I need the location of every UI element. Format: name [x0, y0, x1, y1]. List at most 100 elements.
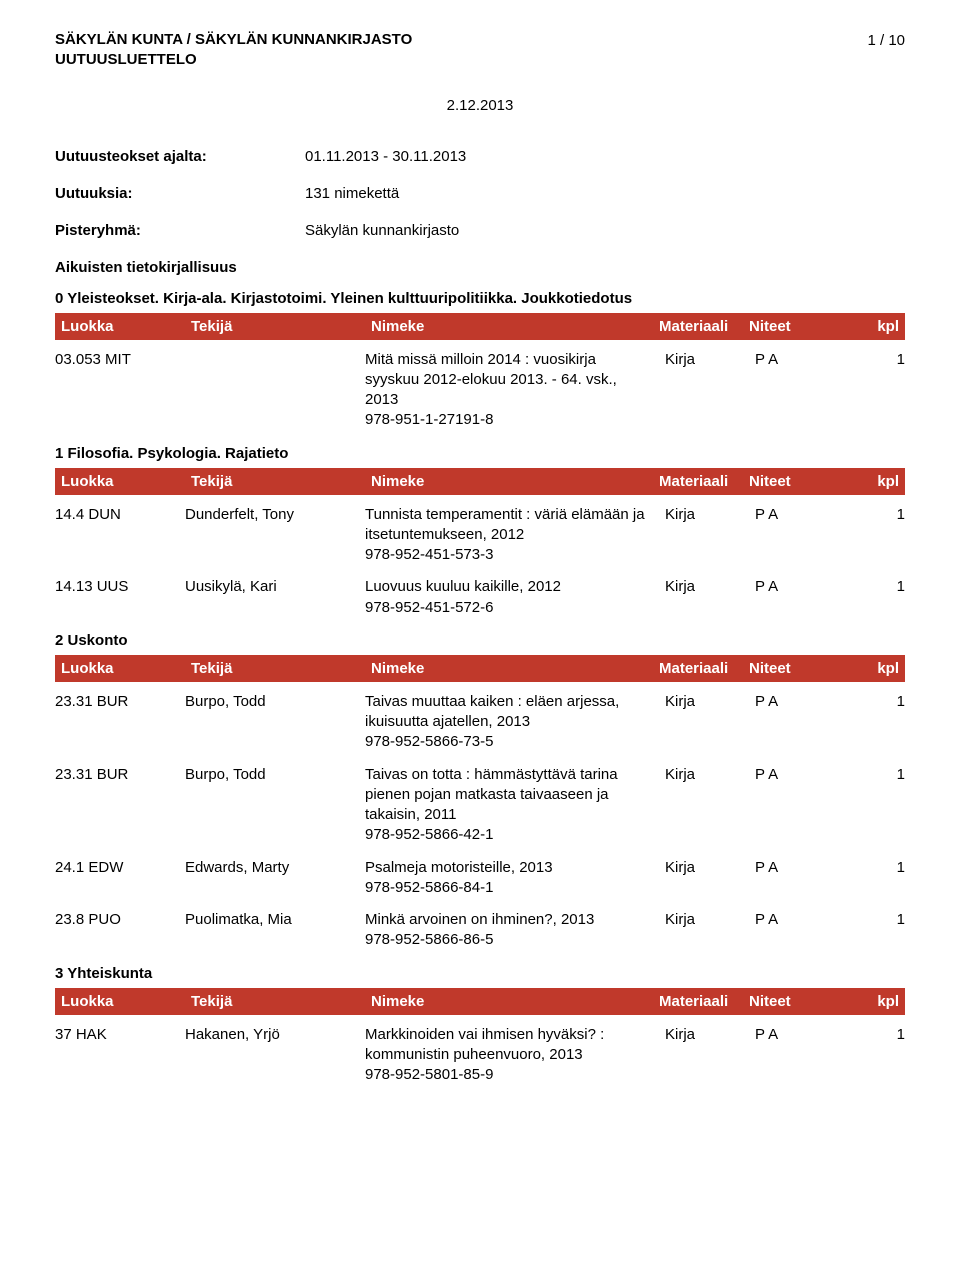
- org-line2: UUTUUSLUETTELO: [55, 50, 412, 70]
- group-subheading: 3 Yhteiskunta: [55, 965, 905, 982]
- entry-title: Tunnista temperamentit : väriä elämään j…: [365, 505, 665, 566]
- entry-class: 14.13 UUS: [55, 577, 185, 618]
- entry-qty: 1: [865, 577, 905, 618]
- entry-class: 23.31 BUR: [55, 692, 185, 753]
- entry-qty: 1: [865, 1025, 905, 1086]
- meta-val: 131 nimekettä: [305, 185, 905, 202]
- meta-key: Pisteryhmä:: [55, 222, 305, 239]
- entry-author: [185, 350, 365, 431]
- entry-material: Kirja: [665, 765, 755, 846]
- entry-row: 23.8 PUO Puolimatka, Mia Minkä arvoinen …: [55, 910, 905, 951]
- group-subheading: 0 Yleisteokset. Kirja-ala. Kirjastotoimi…: [55, 290, 905, 307]
- entry-title: Mitä missä milloin 2014 : vuosikirja syy…: [365, 350, 665, 431]
- entry-row: 03.053 MIT Mitä missä milloin 2014 : vuo…: [55, 350, 905, 431]
- entry-material: Kirja: [665, 692, 755, 753]
- col-header-title: Nimeke: [371, 660, 659, 677]
- entry-qty: 1: [865, 765, 905, 846]
- col-header-title: Nimeke: [371, 473, 659, 490]
- entry-class: 23.31 BUR: [55, 765, 185, 846]
- entry-class: 23.8 PUO: [55, 910, 185, 951]
- entry-qty: 1: [865, 505, 905, 566]
- col-header-title: Nimeke: [371, 318, 659, 335]
- entry-author: Burpo, Todd: [185, 765, 365, 846]
- top-row: SÄKYLÄN KUNTA / SÄKYLÄN KUNNANKIRJASTO U…: [55, 30, 905, 71]
- entry-material: Kirja: [665, 910, 755, 951]
- column-header-bar: Luokka Tekijä Nimeke Materiaali Niteet k…: [55, 313, 905, 340]
- meta-row: Pisteryhmä: Säkylän kunnankirjasto: [55, 222, 905, 239]
- entry-shelf: P A: [755, 765, 865, 846]
- entry-row: 14.13 UUS Uusikylä, Kari Luovuus kuuluu …: [55, 577, 905, 618]
- group-subheading: 2 Uskonto: [55, 632, 905, 649]
- section-title: Aikuisten tietokirjallisuus: [55, 259, 905, 276]
- entry-row: 23.31 BUR Burpo, Todd Taivas muuttaa kai…: [55, 692, 905, 753]
- entry-qty: 1: [865, 858, 905, 899]
- entry-material: Kirja: [665, 505, 755, 566]
- col-header-title: Nimeke: [371, 993, 659, 1010]
- col-header-qty: kpl: [859, 993, 899, 1010]
- entry-author: Burpo, Todd: [185, 692, 365, 753]
- page: SÄKYLÄN KUNTA / SÄKYLÄN KUNNANKIRJASTO U…: [0, 0, 960, 1281]
- entry-author: Uusikylä, Kari: [185, 577, 365, 618]
- entry-author: Dunderfelt, Tony: [185, 505, 365, 566]
- entry-row: 14.4 DUN Dunderfelt, Tony Tunnista tempe…: [55, 505, 905, 566]
- col-header-author: Tekijä: [191, 660, 371, 677]
- col-header-material: Materiaali: [659, 473, 749, 490]
- col-header-class: Luokka: [61, 660, 191, 677]
- entry-shelf: P A: [755, 1025, 865, 1086]
- col-header-shelf: Niteet: [749, 473, 859, 490]
- col-header-material: Materiaali: [659, 993, 749, 1010]
- entry-title: Psalmeja motoristeille, 2013978-952-5866…: [365, 858, 665, 899]
- entry-class: 14.4 DUN: [55, 505, 185, 566]
- col-header-material: Materiaali: [659, 318, 749, 335]
- meta-row: Uutuuksia: 131 nimekettä: [55, 185, 905, 202]
- entry-row: 23.31 BUR Burpo, Todd Taivas on totta : …: [55, 765, 905, 846]
- col-header-qty: kpl: [859, 660, 899, 677]
- entry-qty: 1: [865, 910, 905, 951]
- group-subheading: 1 Filosofia. Psykologia. Rajatieto: [55, 445, 905, 462]
- entry-class: 24.1 EDW: [55, 858, 185, 899]
- entry-material: Kirja: [665, 350, 755, 431]
- entry-author: Edwards, Marty: [185, 858, 365, 899]
- entry-shelf: P A: [755, 350, 865, 431]
- entry-author: Puolimatka, Mia: [185, 910, 365, 951]
- column-header-bar: Luokka Tekijä Nimeke Materiaali Niteet k…: [55, 468, 905, 495]
- org-block: SÄKYLÄN KUNTA / SÄKYLÄN KUNNANKIRJASTO U…: [55, 30, 412, 71]
- entry-title: Luovuus kuuluu kaikille, 2012978-952-451…: [365, 577, 665, 618]
- col-header-shelf: Niteet: [749, 660, 859, 677]
- entry-material: Kirja: [665, 1025, 755, 1086]
- entry-row: 37 HAK Hakanen, Yrjö Markkinoiden vai ih…: [55, 1025, 905, 1086]
- entry-shelf: P A: [755, 858, 865, 899]
- entry-row: 24.1 EDW Edwards, Marty Psalmeja motoris…: [55, 858, 905, 899]
- entry-class: 37 HAK: [55, 1025, 185, 1086]
- entry-shelf: P A: [755, 505, 865, 566]
- meta-key: Uutuusteokset ajalta:: [55, 148, 305, 165]
- entry-shelf: P A: [755, 577, 865, 618]
- col-header-author: Tekijä: [191, 473, 371, 490]
- col-header-qty: kpl: [859, 473, 899, 490]
- col-header-shelf: Niteet: [749, 318, 859, 335]
- entry-shelf: P A: [755, 692, 865, 753]
- meta-val: Säkylän kunnankirjasto: [305, 222, 905, 239]
- col-header-author: Tekijä: [191, 993, 371, 1010]
- entry-qty: 1: [865, 350, 905, 431]
- meta-val: 01.11.2013 - 30.11.2013: [305, 148, 905, 165]
- meta-row: Uutuusteokset ajalta: 01.11.2013 - 30.11…: [55, 148, 905, 165]
- col-header-class: Luokka: [61, 993, 191, 1010]
- entry-shelf: P A: [755, 910, 865, 951]
- entry-title: Minkä arvoinen on ihminen?, 2013978-952-…: [365, 910, 665, 951]
- entry-title: Markkinoiden vai ihmisen hyväksi? : komm…: [365, 1025, 665, 1086]
- column-header-bar: Luokka Tekijä Nimeke Materiaali Niteet k…: [55, 655, 905, 682]
- entry-class: 03.053 MIT: [55, 350, 185, 431]
- entry-qty: 1: [865, 692, 905, 753]
- col-header-shelf: Niteet: [749, 993, 859, 1010]
- col-header-class: Luokka: [61, 473, 191, 490]
- column-header-bar: Luokka Tekijä Nimeke Materiaali Niteet k…: [55, 988, 905, 1015]
- entry-material: Kirja: [665, 858, 755, 899]
- page-indicator: 1 / 10: [867, 30, 905, 49]
- entry-title: Taivas on totta : hämmästyttävä tarina p…: [365, 765, 665, 846]
- entry-material: Kirja: [665, 577, 755, 618]
- entry-author: Hakanen, Yrjö: [185, 1025, 365, 1086]
- col-header-class: Luokka: [61, 318, 191, 335]
- col-header-material: Materiaali: [659, 660, 749, 677]
- entry-title: Taivas muuttaa kaiken : eläen arjessa, i…: [365, 692, 665, 753]
